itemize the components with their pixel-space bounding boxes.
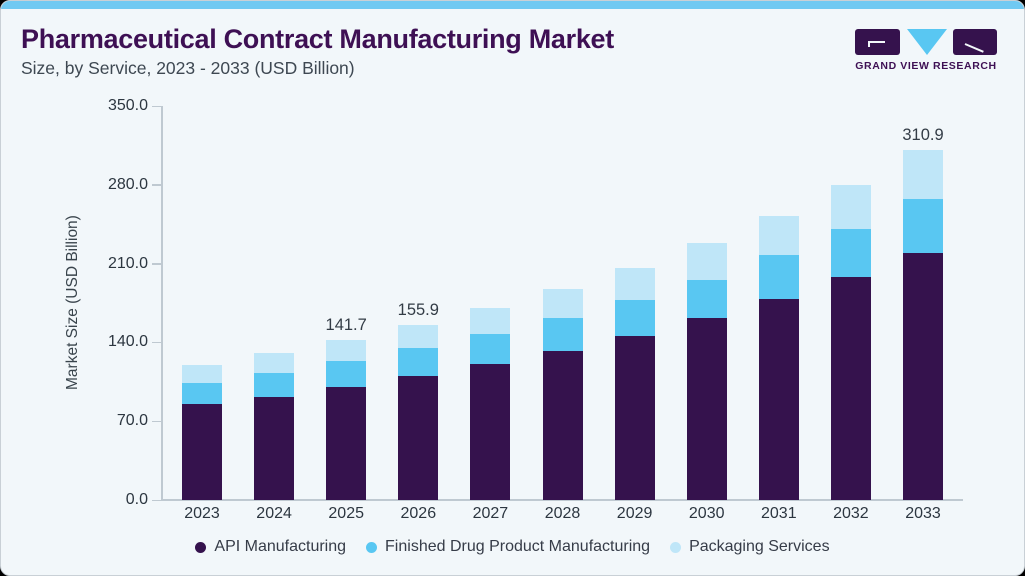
bar-segment-api-manufacturing: [326, 386, 367, 500]
legend-dot-icon: [366, 541, 378, 553]
legend-label: Packaging Services: [689, 538, 830, 555]
bar-segment-packaging-services: [326, 340, 367, 362]
y-tick-mark: [152, 499, 161, 501]
bar-segment-api-manufacturing: [254, 396, 295, 500]
legend-item: Finished Drug Product Manufacturing: [366, 538, 650, 556]
legend-item: API Manufacturing: [195, 538, 346, 556]
x-tick-label: 2032: [833, 505, 869, 522]
y-tick-mark: [152, 184, 161, 186]
bar-segment-finished-drug-product-manufacturing: [398, 348, 439, 376]
bar-segment-packaging-services: [903, 150, 943, 199]
bar-segment-api-manufacturing: [542, 350, 583, 500]
y-tick-label: 210.0: [107, 254, 148, 272]
bar-segment-packaging-services: [542, 288, 583, 319]
logo-wordmark: GRAND VIEW RESEARCH: [855, 60, 997, 72]
bar-segment-finished-drug-product-manufacturing: [542, 318, 583, 351]
bar-segment-packaging-services: [830, 184, 871, 230]
y-tick-label: 70.0: [116, 412, 148, 430]
bar-segment-finished-drug-product-manufacturing: [903, 198, 943, 254]
y-axis-title: Market Size (USD Billion): [64, 215, 81, 391]
gvr-logo-shapes: [855, 29, 997, 55]
bar-segment-packaging-services: [470, 308, 511, 335]
y-tick-label: 0.0: [125, 491, 148, 508]
logo-letter-r: [953, 29, 997, 55]
bar-segment-api-manufacturing: [758, 298, 799, 500]
bar-segment-packaging-services: [758, 216, 799, 256]
bar-segment-packaging-services: [614, 267, 655, 300]
bar-segment-finished-drug-product-manufacturing: [758, 255, 799, 299]
legend-dot-icon: [195, 541, 207, 553]
y-tick-label: 350.0: [107, 97, 148, 114]
bar-segment-api-manufacturing: [398, 375, 439, 500]
legend-label: API Manufacturing: [214, 538, 347, 555]
y-tick-mark: [152, 341, 161, 344]
logo-letter-v: [906, 29, 947, 55]
legend-label: Finished Drug Product Manufacturing: [385, 538, 651, 555]
x-tick-label: 2024: [256, 505, 292, 522]
bar-total-label: 141.7: [325, 316, 367, 335]
bar-segment-api-manufacturing: [903, 253, 943, 500]
accent-strip: [1, 1, 1024, 9]
bar-segment-packaging-services: [686, 243, 727, 280]
y-tick-mark: [152, 105, 161, 107]
bar-segment-api-manufacturing: [830, 277, 871, 500]
page-subtitle: Size, by Service, 2023 - 2033 (USD Billi…: [21, 58, 355, 79]
logo-g-stroke2: [868, 41, 870, 47]
x-tick-label: 2033: [905, 505, 941, 522]
chart-header: Pharmaceutical Contract Manufacturing Ma…: [21, 25, 614, 79]
y-tick-mark: [152, 420, 161, 423]
bar-segment-packaging-services: [182, 365, 222, 384]
bar-segment-finished-drug-product-manufacturing: [470, 334, 511, 365]
logo-g-stroke: [868, 41, 885, 43]
legend-dot-icon: [670, 541, 682, 553]
x-tick-label: 2027: [472, 505, 509, 522]
x-tick-label: 2028: [544, 505, 581, 522]
bar-segment-api-manufacturing: [686, 318, 727, 500]
x-tick-label: 2030: [688, 505, 725, 522]
bar-segment-finished-drug-product-manufacturing: [182, 383, 222, 404]
chart-legend: API Manufacturing Finished Drug Product M…: [1, 538, 1024, 556]
y-axis-line: [161, 106, 163, 500]
x-tick-label: 2023: [184, 505, 220, 522]
gvr-logo: GRAND VIEW RESEARCH: [855, 29, 997, 72]
bar-total-label: 155.9: [397, 300, 439, 319]
x-tick-label: 2025: [328, 505, 364, 522]
bar-segment-packaging-services: [398, 324, 439, 349]
y-tick-label: 280.0: [107, 175, 148, 193]
bar-segment-finished-drug-product-manufacturing: [614, 299, 655, 336]
bar-segment-finished-drug-product-manufacturing: [326, 361, 367, 387]
bar-segment-api-manufacturing: [614, 335, 655, 500]
y-tick-mark: [152, 263, 161, 265]
x-tick-label: 2026: [400, 505, 437, 522]
y-tick-label: 140.0: [107, 333, 148, 351]
bar-segment-api-manufacturing: [182, 403, 222, 500]
bar-segment-packaging-services: [254, 352, 295, 374]
bar-segment-finished-drug-product-manufacturing: [686, 279, 727, 319]
legend-item: Packaging Services: [670, 538, 830, 556]
bar-segment-api-manufacturing: [470, 364, 511, 500]
bar-segment-finished-drug-product-manufacturing: [830, 229, 871, 278]
page-title: Pharmaceutical Contract Manufacturing Ma…: [21, 24, 614, 54]
logo-letter-g: [855, 29, 900, 55]
bar-total-label: 310.9: [902, 126, 944, 144]
x-tick-label: 2029: [616, 505, 653, 522]
x-tick-label: 2031: [761, 505, 797, 522]
bar-segment-finished-drug-product-manufacturing: [254, 373, 295, 397]
